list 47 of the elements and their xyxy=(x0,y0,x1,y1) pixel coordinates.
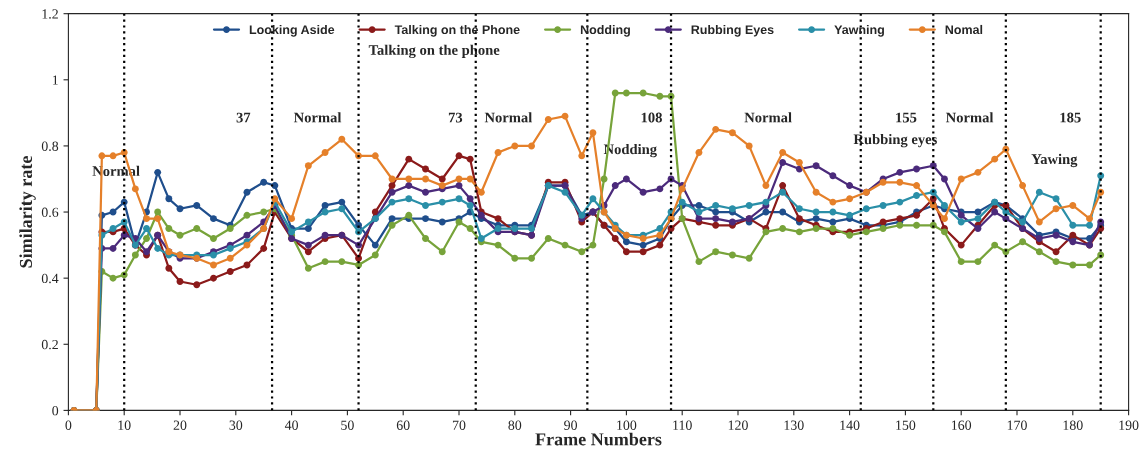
x-tick-label: 150 xyxy=(896,420,916,430)
x-tick-label: 30 xyxy=(229,420,243,430)
x-tick-label: 120 xyxy=(728,420,748,430)
x-tick-label: 60 xyxy=(396,420,410,430)
y-tick-label: 0.8 xyxy=(41,141,59,151)
y-tick-label: 0.4 xyxy=(41,273,59,284)
annotation: Normal xyxy=(744,112,792,123)
y-tick-label: 1.2 xyxy=(42,9,58,19)
y-tick-label: 0.6 xyxy=(41,207,59,218)
annotation: Talking on the phone xyxy=(368,44,500,59)
x-tick-label: 40 xyxy=(284,420,299,430)
annotation: Normal xyxy=(945,112,994,123)
annotation: 108 xyxy=(641,112,662,123)
annotation: Rubbing eyes xyxy=(853,133,937,148)
x-tick-label: 100 xyxy=(617,420,637,430)
annotation: 73 xyxy=(448,112,463,123)
x-tick-label: 170 xyxy=(1007,420,1027,430)
x-tick-label: 0 xyxy=(65,420,72,430)
legend-label: Yawning xyxy=(834,24,884,37)
y-tick-label: 0 xyxy=(52,405,59,416)
legend-label: Talking on the Phone xyxy=(394,24,520,37)
y-tick-label: 1 xyxy=(52,75,58,85)
x-tick-label: 190 xyxy=(1119,420,1139,430)
annotation: 155 xyxy=(896,112,917,123)
x-tick-label: 70 xyxy=(452,420,466,430)
annotation: Normal xyxy=(484,112,533,123)
x-tick-label: 50 xyxy=(341,420,354,430)
legend-label: Rubbing Eyes xyxy=(691,24,774,37)
x-tick-label: 110 xyxy=(673,420,692,430)
annotation: 185 xyxy=(1060,112,1081,123)
x-tick-label: 140 xyxy=(840,420,860,430)
x-tick-label: 130 xyxy=(784,420,804,430)
annotation: Normal xyxy=(293,112,342,123)
x-tick-label: 90 xyxy=(564,420,578,430)
y-axis-title: Similarity rate xyxy=(19,156,36,268)
y-tick-label: 0.2 xyxy=(41,339,58,350)
x-tick-label: 180 xyxy=(1063,420,1083,430)
x-axis-title: Frame Numbers xyxy=(535,432,662,446)
annotation: Yawing xyxy=(1031,153,1078,168)
legend-label: Looking Aside xyxy=(249,24,335,37)
x-tick-label: 80 xyxy=(508,420,522,430)
annotation: 37 xyxy=(236,112,251,123)
legend-label: Nomal xyxy=(945,24,983,35)
legend-label: Nodding xyxy=(580,24,630,37)
x-tick-label: 10 xyxy=(118,420,131,430)
x-tick-label: 160 xyxy=(952,420,972,430)
x-tick-label: 20 xyxy=(173,420,187,430)
